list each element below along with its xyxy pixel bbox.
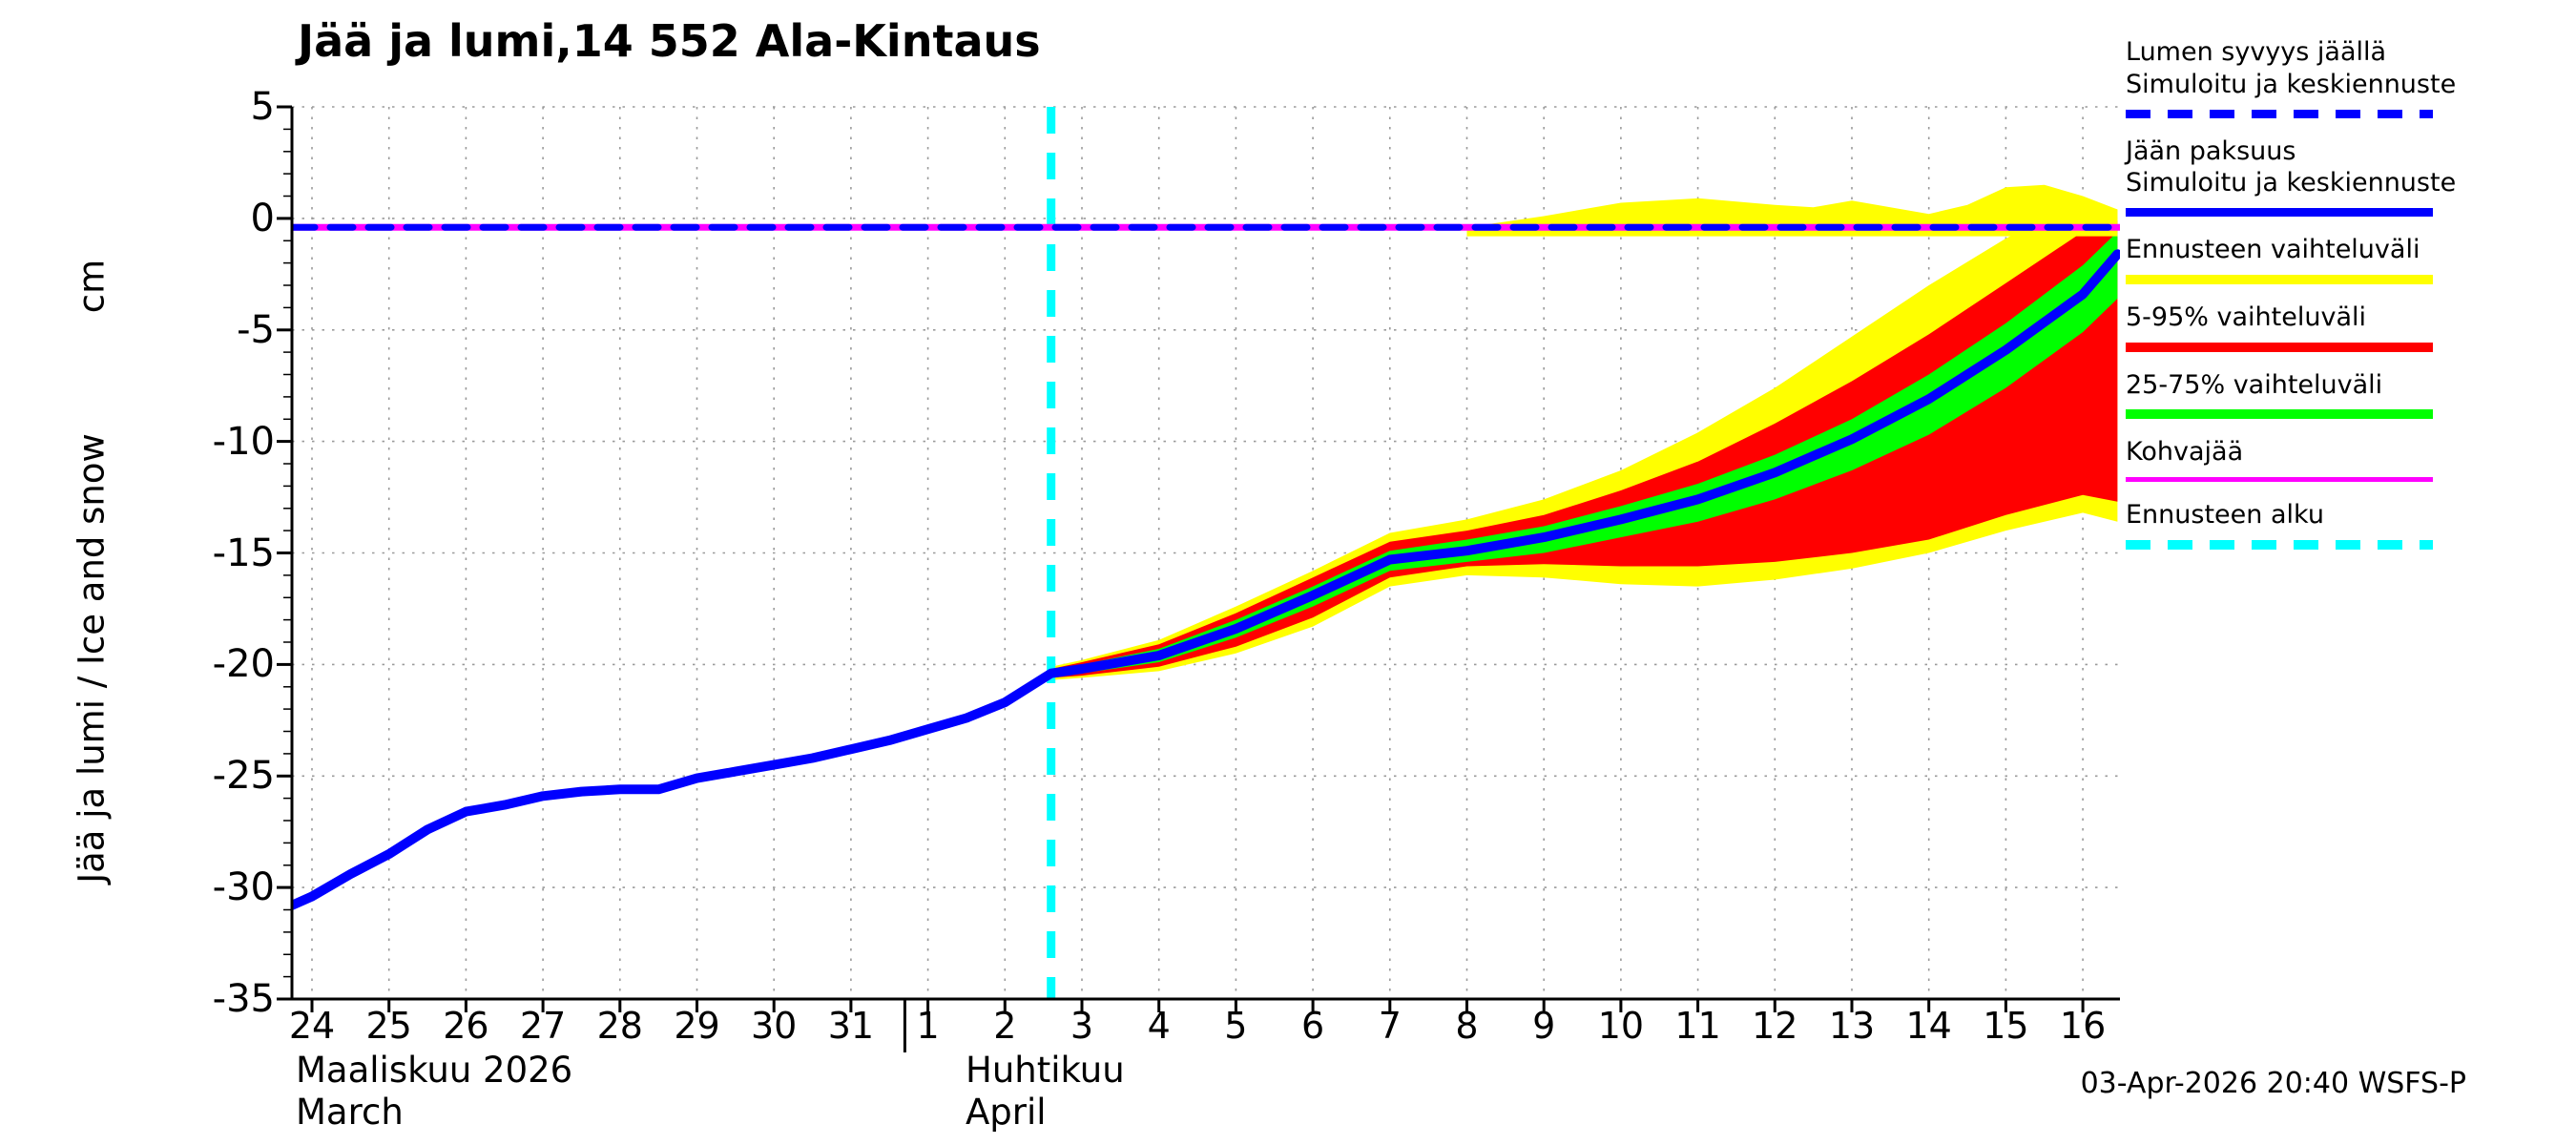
x-tick-label-4: 4 [1147, 1005, 1171, 1047]
y-axis-ticks [277, 105, 292, 1001]
legend-item-range-25-75: 25-75% vaihteluväli [2126, 369, 2481, 420]
legend-swatch-range-5-95 [2126, 342, 2433, 352]
legend-label: Simuloitu ja keskiennuste [2126, 168, 2457, 198]
x-tick-label-2: 2 [993, 1005, 1017, 1047]
legend: Lumen syvyys jäällä Simuloitu ja keskienn… [2126, 36, 2481, 567]
legend-item-ice-thickness-line: Jään paksuus Simuloitu ja keskiennuste [2126, 135, 2481, 217]
legend-label: Ennusteen vaihteluväli [2126, 235, 2420, 264]
snow-forecast-range-band [1466, 184, 2118, 237]
legend-item-forecast-range: Ennusteen vaihteluväli [2126, 234, 2481, 284]
x-tick-label-14: 14 [1905, 1005, 1952, 1047]
x-tick-label-24: 24 [288, 1005, 336, 1047]
legend-item-kohvajaa: Kohvajää [2126, 436, 2481, 482]
month-label-april: Huhtikuu April [966, 1050, 1125, 1133]
x-tick-label-3: 3 [1070, 1005, 1094, 1047]
x-tick-label-1: 1 [916, 1005, 940, 1047]
legend-label: 25-75% vaihteluväli [2126, 369, 2383, 400]
legend-label: 5-95% vaihteluväli [2126, 302, 2366, 332]
legend-swatch-range-25-75 [2126, 409, 2433, 420]
x-tick-label-29: 29 [674, 1005, 720, 1047]
month-label-april-fi: Huhtikuu [966, 1050, 1125, 1091]
y-tick-label--30: -30 [212, 865, 275, 910]
legend-swatch-kohvajaa [2126, 477, 2433, 482]
month-label-march: Maaliskuu 2026 March [296, 1050, 572, 1133]
x-tick-label-13: 13 [1828, 1005, 1876, 1047]
x-tick-label-6: 6 [1301, 1005, 1325, 1047]
legend-swatch-forecast-range [2126, 274, 2433, 284]
legend-swatch-ice-thickness-line [2126, 208, 2433, 217]
month-label-march-en: March [296, 1091, 404, 1133]
x-tick-label-16: 16 [2059, 1005, 2107, 1047]
y-tick-label-5: 5 [250, 85, 275, 129]
y-tick-label-0: 0 [250, 196, 275, 240]
legend-item-range-5-95: 5-95% vaihteluväli [2126, 302, 2481, 352]
x-tick-label-28: 28 [596, 1005, 643, 1047]
x-tick-label-31: 31 [827, 1005, 875, 1047]
legend-label: Lumen syvyys jäällä [2126, 37, 2387, 67]
x-tick-label-12: 12 [1752, 1005, 1798, 1047]
month-label-march-fi: Maaliskuu 2026 [296, 1050, 573, 1091]
legend-label: Ennusteen alku [2126, 500, 2324, 530]
x-tick-label-25: 25 [365, 1005, 412, 1047]
band-5-95 [1050, 220, 2118, 678]
x-tick-label-15: 15 [1983, 1005, 2029, 1047]
legend-swatch-snow-depth-line [2126, 109, 2433, 118]
legend-label: Simuloitu ja keskiennuste [2126, 69, 2457, 99]
x-tick-label-30: 30 [751, 1005, 798, 1047]
forecast-range-band [1050, 200, 2118, 680]
x-tick-label-27: 27 [519, 1005, 567, 1047]
y-tick-label--35: -35 [212, 977, 275, 1021]
y-tick-label--5: -5 [237, 307, 275, 352]
y-tick-label--10: -10 [212, 419, 275, 464]
x-tick-label-5: 5 [1224, 1005, 1248, 1047]
x-tick-label-7: 7 [1378, 1005, 1402, 1047]
legend-label: Kohvajää [2126, 437, 2244, 468]
y-tick-label--15: -15 [212, 531, 275, 575]
y-tick-label--25: -25 [212, 754, 275, 799]
y-tick-label--20: -20 [212, 642, 275, 687]
x-tick-label-10: 10 [1597, 1005, 1645, 1047]
timestamp: 03-Apr-2026 20:40 WSFS-P [2080, 1067, 2466, 1100]
x-axis-ticks [310, 999, 2085, 1052]
x-tick-label-26: 26 [443, 1005, 489, 1047]
x-tick-label-8: 8 [1455, 1005, 1479, 1047]
chart-title: Jää ja lumi,14 552 Ala-Kintaus [298, 15, 1041, 67]
legend-item-snow-depth-line: Lumen syvyys jäällä Simuloitu ja keskienn… [2126, 36, 2481, 118]
x-tick-label-9: 9 [1532, 1005, 1556, 1047]
legend-label: Jään paksuus [2126, 135, 2296, 166]
legend-item-forecast-start: Ennusteen alku [2126, 499, 2481, 550]
ice-thickness-line [292, 249, 2120, 910]
month-label-april-en: April [966, 1091, 1047, 1133]
x-tick-label-11: 11 [1674, 1005, 1721, 1047]
legend-swatch-forecast-start [2126, 539, 2433, 550]
